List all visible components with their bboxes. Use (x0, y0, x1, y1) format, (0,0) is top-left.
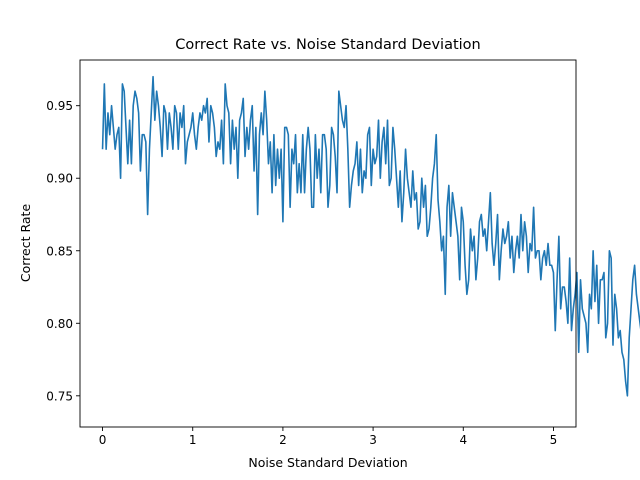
plot-area (79, 59, 640, 428)
x-tick-label: 1 (189, 433, 197, 447)
y-tick-label: 0.85 (46, 244, 73, 258)
x-axis-ticks: 0 1 2 3 4 5 (99, 427, 558, 447)
x-tick-label: 4 (459, 433, 467, 447)
y-tick-label: 0.80 (46, 317, 73, 331)
x-tick-label: 0 (99, 433, 107, 447)
x-tick-label: 5 (550, 433, 558, 447)
x-axis-label: Noise Standard Deviation (248, 455, 407, 470)
axes-frame (79, 59, 577, 428)
y-tick-label: 0.90 (46, 172, 73, 186)
y-tick-label: 0.75 (46, 389, 73, 403)
series-line-0 (101, 75, 640, 397)
y-axis-label: Correct Rate (18, 204, 33, 283)
chart-title: Correct Rate vs. Noise Standard Deviatio… (175, 37, 481, 53)
x-tick-label: 3 (369, 433, 377, 447)
x-tick-label: 2 (279, 433, 287, 447)
y-axis-ticks: 0.75 0.80 0.85 0.90 0.95 (46, 99, 80, 403)
y-tick-label: 0.95 (46, 99, 73, 113)
